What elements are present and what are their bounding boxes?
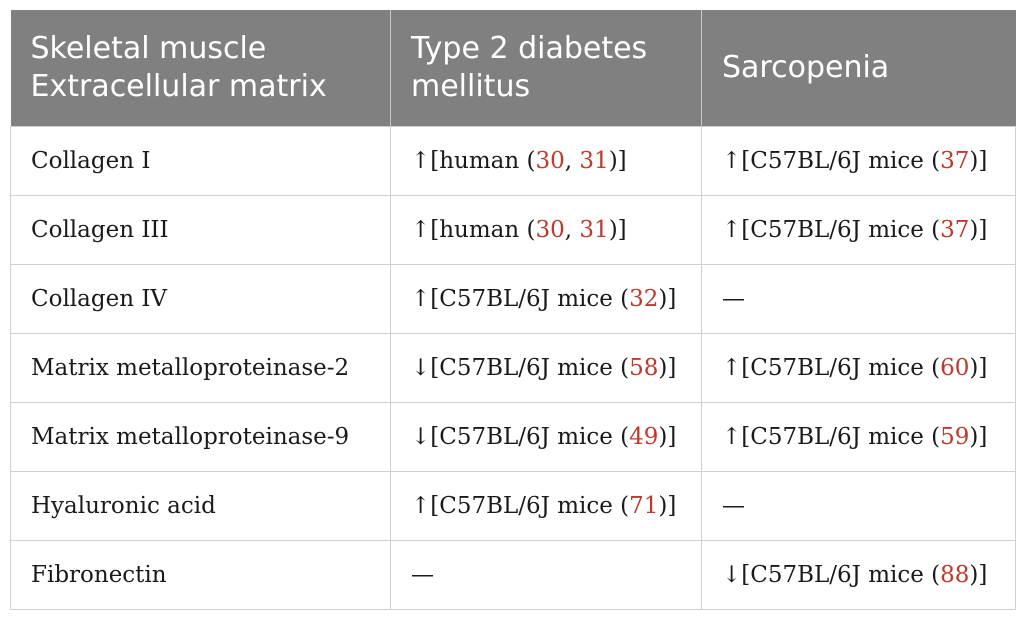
- header-line: Sarcopenia: [722, 49, 890, 85]
- cell-text: ↓[C57BL/6J mice (: [411, 423, 630, 450]
- table-row: Matrix metalloproteinase-2 ↓[C57BL/6J mic…: [10, 332, 1016, 403]
- table-row: Collagen IV ↑[C57BL/6J mice (32)] —: [10, 263, 1016, 334]
- reference-link[interactable]: 37: [940, 147, 970, 174]
- reference-link[interactable]: 30: [535, 216, 565, 243]
- table-body: Collagen I ↑[human (30, 31)] ↑[C57BL/6J mi…: [10, 125, 1016, 610]
- cell-text: )]: [969, 147, 988, 174]
- header-type-2-diabetes: Type 2 diabetes mellitus: [390, 10, 702, 126]
- cell-text: ↓[C57BL/6J mice (: [411, 354, 630, 381]
- reference-link[interactable]: 30: [535, 147, 565, 174]
- header-line: Extracellular matrix: [30, 68, 327, 104]
- cell-text: ↑[C57BL/6J mice (: [722, 147, 941, 174]
- reference-link[interactable]: 37: [940, 216, 970, 243]
- sarcopenia-cell: ↑[C57BL/6J mice (37)]: [701, 125, 1016, 196]
- cell-text: ↑[C57BL/6J mice (: [722, 354, 941, 381]
- reference-link[interactable]: 58: [629, 354, 659, 381]
- cell-text: )]: [969, 216, 988, 243]
- cell-text: ↓[C57BL/6J mice (: [722, 561, 941, 588]
- cell-text: ↑[C57BL/6J mice (: [722, 423, 941, 450]
- header-line: Type 2 diabetes: [411, 30, 648, 66]
- sarcopenia-cell: —: [701, 470, 1016, 541]
- header-line: mellitus: [411, 68, 531, 104]
- reference-link[interactable]: 60: [940, 354, 970, 381]
- row-label: Collagen IV: [10, 263, 391, 334]
- reference-link[interactable]: 31: [579, 216, 609, 243]
- cell-text: )]: [608, 216, 627, 243]
- row-label: Matrix metalloproteinase-9: [10, 401, 391, 472]
- t2dm-cell: ↑[C57BL/6J mice (71)]: [390, 470, 702, 541]
- sarcopenia-cell: ↑[C57BL/6J mice (59)]: [701, 401, 1016, 472]
- cell-text: )]: [969, 561, 988, 588]
- t2dm-cell: ↓[C57BL/6J mice (58)]: [390, 332, 702, 403]
- table-row: Hyaluronic acid ↑[C57BL/6J mice (71)] —: [10, 470, 1016, 541]
- cell-text: )]: [658, 354, 677, 381]
- cell-text: )]: [969, 354, 988, 381]
- reference-link[interactable]: 32: [629, 285, 659, 312]
- header-row: Skeletal muscle Extracellular matrix Typ…: [10, 10, 1016, 126]
- table-row: Collagen III ↑[human (30, 31)] ↑[C57BL/6J …: [10, 194, 1016, 265]
- header-sarcopenia: Sarcopenia: [701, 10, 1016, 126]
- row-label: Matrix metalloproteinase-2: [10, 332, 391, 403]
- cell-text: —: [722, 285, 745, 312]
- cell-text: )]: [658, 423, 677, 450]
- data-table: Skeletal muscle Extracellular matrix Typ…: [10, 10, 1016, 610]
- row-label: Hyaluronic acid: [10, 470, 391, 541]
- t2dm-cell: ↑[C57BL/6J mice (32)]: [390, 263, 702, 334]
- reference-link[interactable]: 71: [629, 492, 659, 519]
- t2dm-cell: ↓[C57BL/6J mice (49)]: [390, 401, 702, 472]
- cell-text: —: [411, 561, 434, 588]
- t2dm-cell: ↑[human (30, 31)]: [390, 125, 702, 196]
- cell-text: ↑[C57BL/6J mice (: [722, 216, 941, 243]
- t2dm-cell: ↑[human (30, 31)]: [390, 194, 702, 265]
- cell-text: ↑[human (: [411, 216, 536, 243]
- cell-text: )]: [608, 147, 627, 174]
- reference-link[interactable]: 31: [579, 147, 609, 174]
- header-line: Skeletal muscle: [30, 30, 267, 66]
- cell-text: ↑[C57BL/6J mice (: [411, 285, 630, 312]
- table-row: Collagen I ↑[human (30, 31)] ↑[C57BL/6J mi…: [10, 125, 1016, 196]
- reference-link[interactable]: 59: [940, 423, 970, 450]
- table-header: Skeletal muscle Extracellular matrix Typ…: [10, 10, 1016, 126]
- t2dm-cell: —: [390, 539, 702, 610]
- sarcopenia-cell: ↑[C57BL/6J mice (37)]: [701, 194, 1016, 265]
- row-label: Collagen III: [10, 194, 391, 265]
- reference-link[interactable]: 49: [629, 423, 659, 450]
- cell-text: )]: [658, 285, 677, 312]
- cell-text: ↑[C57BL/6J mice (: [411, 492, 630, 519]
- reference-link[interactable]: 88: [940, 561, 970, 588]
- header-skeletal-muscle-ecm: Skeletal muscle Extracellular matrix: [10, 10, 391, 126]
- sarcopenia-cell: —: [701, 263, 1016, 334]
- cell-text: )]: [658, 492, 677, 519]
- cell-text: )]: [969, 423, 988, 450]
- cell-text: —: [722, 492, 745, 519]
- table-row: Matrix metalloproteinase-9 ↓[C57BL/6J mic…: [10, 401, 1016, 472]
- sarcopenia-cell: ↓[C57BL/6J mice (88)]: [701, 539, 1016, 610]
- row-label: Fibronectin: [10, 539, 391, 610]
- row-label: Collagen I: [10, 125, 391, 196]
- sarcopenia-cell: ↑[C57BL/6J mice (60)]: [701, 332, 1016, 403]
- table-row: Fibronectin — ↓[C57BL/6J mice (88)]: [10, 539, 1016, 610]
- cell-text: ↑[human (: [411, 147, 536, 174]
